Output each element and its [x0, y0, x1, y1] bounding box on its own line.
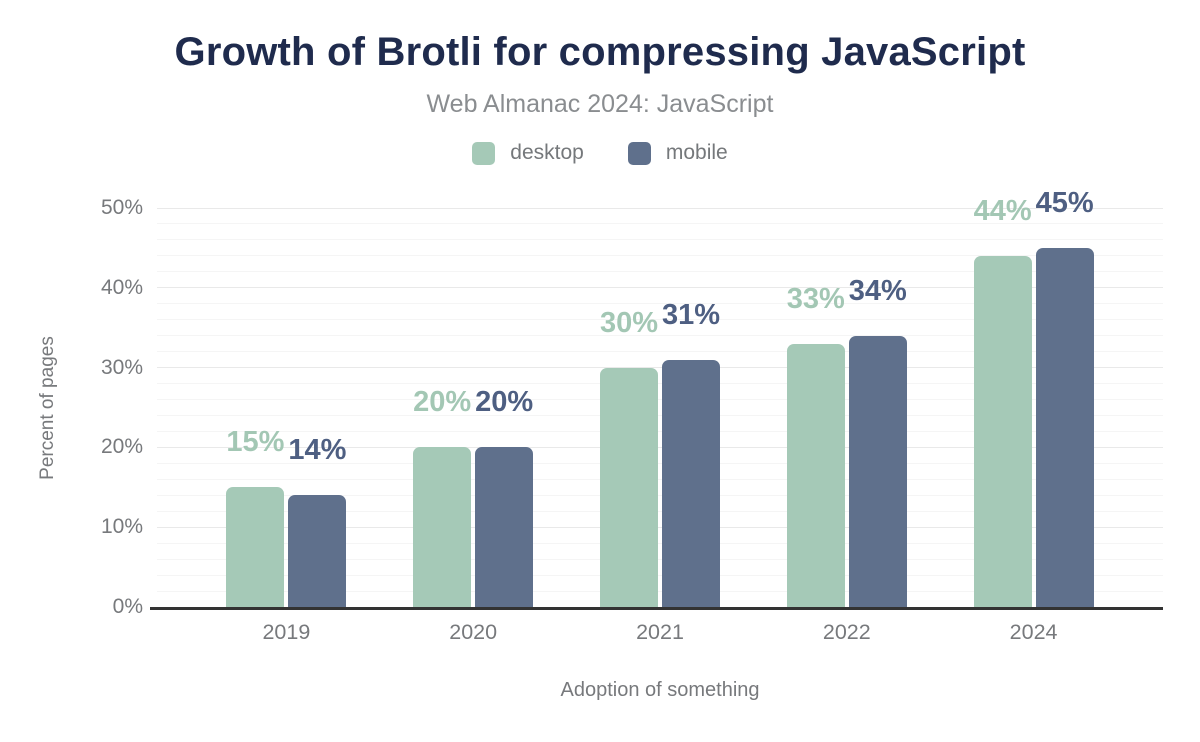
bar-label-desktop-2019: 15%	[226, 426, 285, 459]
plot-area: Percent of pages Adoption of something 0…	[37, 188, 1163, 701]
gridline	[157, 414, 1163, 416]
gridline	[157, 542, 1163, 544]
bar-desktop-2019[interactable]	[226, 487, 285, 607]
legend-item-mobile[interactable]: mobile	[627, 141, 728, 165]
gridline	[157, 494, 1163, 496]
bar-mobile-2019[interactable]	[288, 495, 347, 607]
bar-label-mobile-2019: 14%	[288, 434, 347, 467]
chart-subtitle: Web Almanac 2024: JavaScript	[426, 90, 774, 118]
gridline	[157, 399, 1163, 401]
gridline	[157, 319, 1163, 321]
gridline	[157, 574, 1163, 576]
x-tick-label: 2024	[1009, 620, 1058, 644]
bar-desktop-2024[interactable]	[973, 255, 1032, 607]
x-tick-label: 2019	[262, 620, 311, 644]
legend-label-mobile: mobile	[665, 141, 728, 164]
gridline	[157, 223, 1163, 225]
bar-label-mobile-2021: 31%	[661, 298, 721, 331]
y-tick-label: 20%	[100, 435, 143, 459]
x-tick-label: 2020	[449, 620, 498, 644]
y-axis-title: Percent of pages	[37, 335, 58, 480]
gridline	[157, 271, 1163, 273]
bar-desktop-2022[interactable]	[786, 343, 845, 607]
gridline	[157, 303, 1163, 305]
bar-label-desktop-2020: 20%	[413, 386, 472, 419]
gridline	[157, 590, 1163, 592]
bar-mobile-2020[interactable]	[475, 447, 534, 607]
bar-mobile-2021[interactable]	[662, 359, 720, 607]
y-tick-label: 0%	[112, 595, 143, 618]
legend-item-desktop[interactable]: desktop	[472, 141, 584, 165]
gridline	[157, 526, 1163, 528]
gridline	[157, 383, 1163, 385]
legend: desktop mobile	[0, 141, 1200, 165]
gridline	[157, 287, 1163, 289]
bar-mobile-2022[interactable]	[848, 335, 907, 607]
y-tick-label: 50%	[100, 196, 143, 219]
bar-label-desktop-2022: 33%	[786, 282, 845, 315]
gridline	[157, 478, 1163, 480]
legend-label-desktop: desktop	[510, 141, 584, 164]
mobile-swatch-icon	[627, 141, 651, 165]
y-tick-label: 40%	[100, 275, 143, 299]
desktop-swatch-icon	[472, 141, 496, 165]
gridline	[157, 446, 1163, 448]
y-tick-label: 30%	[100, 355, 143, 379]
bar-mobile-2024[interactable]	[1035, 247, 1094, 607]
x-axis-title: Adoption of something	[560, 679, 760, 701]
gridline	[157, 207, 1163, 209]
bar-label-mobile-2022: 34%	[848, 274, 907, 307]
gridline	[157, 510, 1163, 512]
bar-desktop-2021[interactable]	[600, 367, 658, 607]
gridline	[157, 367, 1163, 369]
gridline	[157, 351, 1163, 353]
bar-label-mobile-2020: 20%	[475, 386, 534, 419]
gridline	[157, 558, 1163, 560]
x-axis-line	[150, 607, 1163, 610]
gridline	[157, 239, 1163, 241]
y-tick-label: 10%	[100, 515, 143, 539]
gridline	[157, 335, 1163, 337]
gridline	[157, 255, 1163, 257]
x-tick-label: 2022	[822, 620, 871, 644]
chart-title: Growth of Brotli for compressing JavaScr…	[174, 30, 1026, 74]
bar-label-desktop-2021: 30%	[599, 306, 659, 339]
bar-desktop-2020[interactable]	[413, 447, 472, 607]
bar-label-desktop-2024: 44%	[973, 194, 1032, 227]
x-tick-label: 2021	[636, 620, 684, 644]
bar-label-mobile-2024: 45%	[1035, 186, 1094, 219]
gridline	[157, 430, 1163, 432]
gridline	[157, 462, 1163, 464]
